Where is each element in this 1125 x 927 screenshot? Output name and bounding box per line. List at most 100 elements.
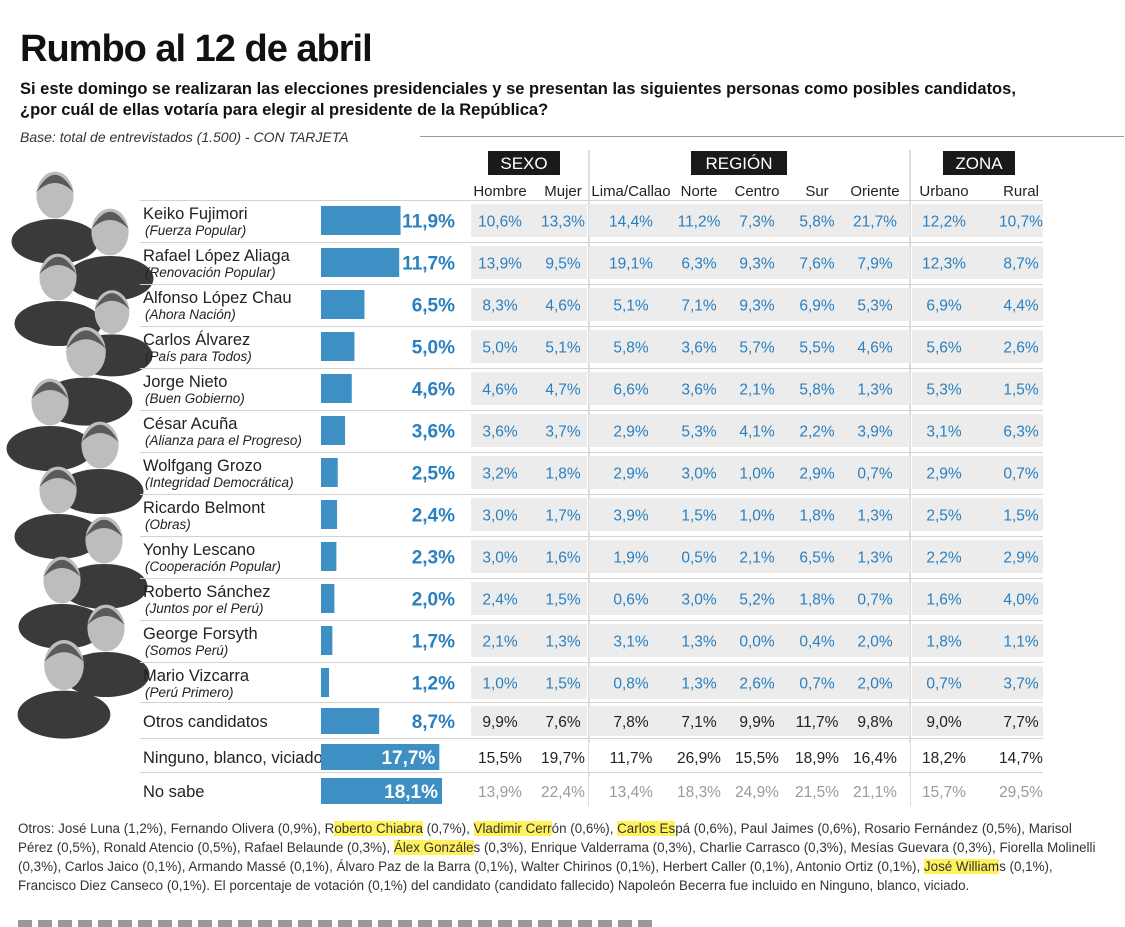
photo-hair — [36, 174, 74, 192]
cell-value: 2,1% — [482, 634, 518, 651]
cell-value: 3,7% — [545, 424, 581, 441]
cell-value: 5,8% — [613, 340, 649, 357]
photo-hair — [85, 519, 123, 537]
cell-bg — [912, 540, 1043, 573]
candidate-party: (Renovación Popular) — [145, 265, 276, 280]
total-value: 5,0% — [412, 338, 455, 359]
cell-value: 5,6% — [926, 340, 962, 357]
total-value: 3,6% — [412, 422, 455, 443]
total-value: 2,4% — [412, 506, 455, 527]
highlighted-name: oberto Chiabra — [334, 821, 423, 836]
column-header: Norte — [681, 183, 718, 200]
highlighted-name: Vladimir Cerr — [473, 821, 552, 836]
cell-value: 1,6% — [926, 592, 962, 609]
cell-value: 2,5% — [926, 508, 962, 525]
cell-value: 10,6% — [478, 214, 522, 231]
group-header-bg — [488, 151, 560, 175]
cell-value: 6,6% — [613, 382, 649, 399]
total-value: 18,1% — [384, 782, 438, 803]
candidate-photo — [14, 466, 102, 559]
photo-shoulders — [56, 469, 144, 514]
cell-value: 1,5% — [545, 676, 581, 693]
candidate-party: (Alianza para el Progreso) — [145, 433, 302, 448]
cell-value: 6,3% — [681, 256, 717, 273]
photo-hair — [87, 607, 125, 625]
cell-value: 3,0% — [482, 550, 518, 567]
group-header-label: ZONA — [955, 154, 1003, 173]
group-header-bg — [691, 151, 787, 175]
cell-value: 6,3% — [1003, 424, 1039, 441]
cell-bg — [471, 456, 587, 489]
poll-table-chart: SEXO REGIÓN ZONA Hombre Mujer Lima/Callao Nort… — [6, 150, 1043, 806]
cell-value: 19,1% — [609, 256, 653, 273]
candidate-name: Rafael López Aliaga — [143, 247, 291, 265]
candidate-name: Yonhy Lescano — [143, 541, 255, 559]
photo-shoulders — [62, 652, 150, 697]
total-bar — [321, 500, 338, 529]
photo-hair — [44, 643, 84, 662]
cell-bg — [471, 666, 587, 699]
total-value: 1,2% — [412, 674, 455, 695]
cell-value: 9,9% — [482, 714, 518, 731]
cell-bg — [589, 540, 910, 573]
total-value: 11,7% — [402, 254, 455, 275]
cell-value: 5,2% — [739, 592, 775, 609]
cell-value: 4,7% — [545, 382, 581, 399]
candidate-name: George Forsyth — [143, 625, 258, 643]
cell-value: 0,7% — [926, 676, 962, 693]
cell-value: 1,3% — [681, 634, 717, 651]
photo-shoulders — [6, 426, 94, 471]
column-header: Lima/Callao — [591, 183, 670, 200]
cell-value: 2,0% — [857, 634, 893, 651]
photo-hair — [39, 256, 77, 274]
cell-value: 15,7% — [922, 784, 966, 801]
cell-value: 0,7% — [1003, 466, 1039, 483]
cell-value: 5,1% — [613, 298, 649, 315]
top-divider — [420, 136, 1124, 137]
cell-bg — [589, 742, 910, 772]
highlighted-name: Carlos Es — [617, 821, 676, 836]
cell-bg — [471, 776, 587, 806]
cell-value: 5,7% — [739, 340, 775, 357]
cell-value: 4,6% — [857, 340, 893, 357]
cell-value: 14,4% — [609, 214, 653, 231]
cell-bg — [471, 624, 587, 657]
cell-value: 9,5% — [545, 256, 581, 273]
total-bar — [321, 744, 440, 770]
candidate-photo — [62, 604, 150, 697]
candidate-party: (Perú Primero) — [145, 685, 234, 700]
cell-value: 10,7% — [999, 214, 1043, 231]
cell-value: 1,9% — [613, 550, 649, 567]
cell-bg — [912, 666, 1043, 699]
cell-value: 1,0% — [482, 676, 518, 693]
cell-value: 4,6% — [545, 298, 581, 315]
cell-value: 2,4% — [482, 592, 518, 609]
cell-value: 7,1% — [681, 298, 717, 315]
candidate-name: Wolfgang Grozo — [143, 457, 262, 475]
highlighted-name: Álex Gonzále — [393, 840, 474, 855]
cell-value: 7,1% — [681, 714, 717, 731]
cell-value: 2,0% — [857, 676, 893, 693]
total-value: 2,0% — [412, 590, 455, 611]
column-header: Mujer — [544, 183, 582, 200]
cell-value: 1,3% — [545, 634, 581, 651]
cell-value: 1,8% — [926, 634, 962, 651]
cell-bg — [589, 288, 910, 321]
cell-value: 3,6% — [681, 340, 717, 357]
option-name: No sabe — [143, 783, 204, 801]
cell-value: 2,6% — [739, 676, 775, 693]
total-bar — [321, 708, 380, 734]
photo-hair — [94, 293, 130, 310]
candidate-photo — [18, 556, 106, 649]
total-value: 4,6% — [412, 380, 455, 401]
candidate-name: Carlos Álvarez — [143, 330, 250, 349]
cell-value: 4,4% — [1003, 298, 1039, 315]
cell-bg — [589, 776, 910, 806]
footnote-text: s (0,1%), Francisco Diez Canseco (0,1%).… — [18, 859, 1053, 893]
photo-shoulders — [66, 256, 154, 301]
total-bar — [321, 668, 330, 697]
footnote-text: (0,7%), — [422, 821, 474, 836]
cell-value: 1,3% — [857, 382, 893, 399]
cell-value: 1,0% — [739, 508, 775, 525]
base-note: Base: total de entrevistados (1.500) - C… — [20, 129, 349, 145]
